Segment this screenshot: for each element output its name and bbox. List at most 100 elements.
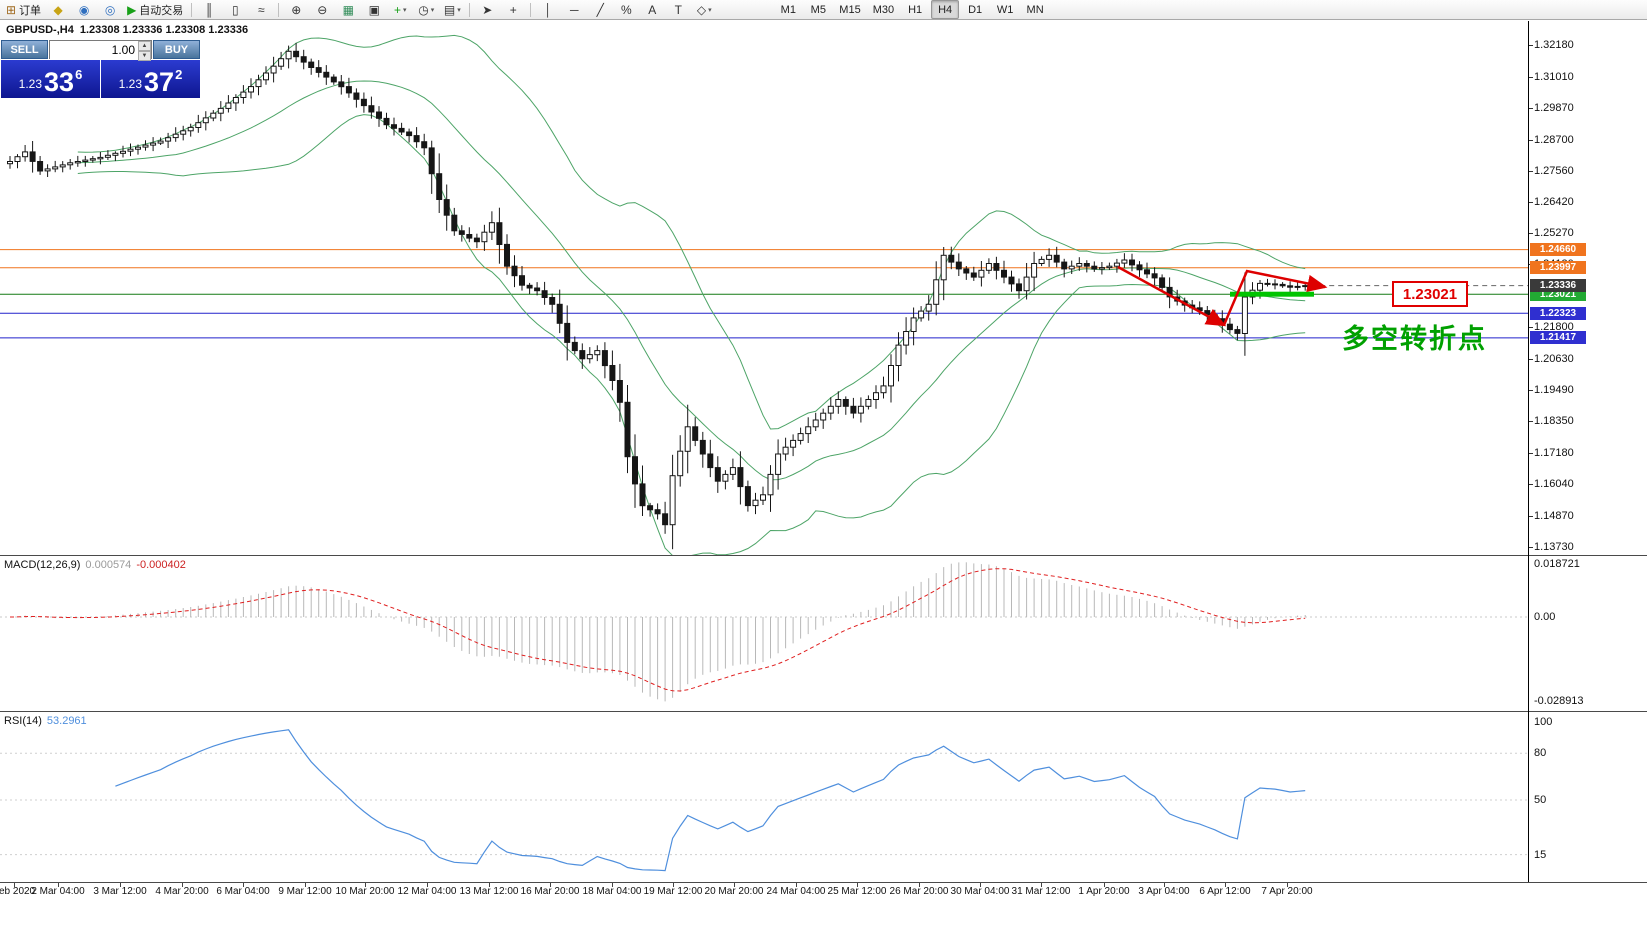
trendline-button[interactable]: ╱ (588, 0, 612, 19)
candles-chart-button[interactable]: ▯ (223, 0, 247, 19)
ohlc-values: 1.23308 1.23336 1.23308 1.23336 (79, 24, 249, 36)
template-button[interactable]: ▤ ▾ (440, 0, 464, 19)
price-tag: 1.23336 (1530, 279, 1586, 293)
timeframe-mn[interactable]: MN (1026, 3, 1044, 16)
volume-up-icon[interactable]: ▲ (138, 41, 151, 51)
price-callout-box[interactable]: 1.23021 (1392, 281, 1468, 307)
buy-price-prefix: 1.23 (118, 77, 143, 91)
buy-price-display[interactable]: 1.23 37 2 (101, 60, 200, 98)
price-tick: 1.31010 (1534, 70, 1574, 83)
panel-splitter-macd[interactable] (0, 555, 1647, 556)
timeframe-h1[interactable]: H1 (908, 3, 923, 16)
price-tickmark (1529, 107, 1533, 109)
volume-down-icon[interactable]: ▼ (138, 51, 151, 61)
price-tick: 1.28700 (1534, 133, 1574, 146)
timeframe-h4[interactable]: H4 (931, 0, 960, 19)
chart-title: GBPUSD-,H4 1.23308 1.23336 1.23308 1.2333… (6, 24, 254, 36)
price-tag: 1.23997 (1530, 261, 1586, 275)
bars-chart-button[interactable]: ║ (197, 0, 221, 19)
sell-price-display[interactable]: 1.23 33 6 (1, 60, 100, 98)
autotrade-button[interactable]: ▶ 自动交易 (127, 2, 184, 17)
layers-icon[interactable]: ◆ (46, 0, 70, 19)
profile-icon[interactable]: ◉ (72, 0, 96, 19)
rsi-scale-100: 100 (1534, 716, 1553, 728)
price-tickmark (1529, 139, 1533, 141)
macd-scale-min: -0.028913 (1534, 695, 1584, 707)
time-tickmark (1041, 883, 1042, 887)
price-tickmark (1529, 76, 1533, 78)
price-chart-canvas[interactable] (0, 21, 1528, 555)
price-tag: 1.24660 (1530, 243, 1586, 257)
periods-button[interactable]: ◷ ▾ (414, 0, 438, 19)
time-axis-label: 4 Mar 20:00 (155, 886, 209, 897)
macd-scale-max: 0.018721 (1534, 558, 1580, 570)
time-tickmark (1225, 883, 1226, 887)
volume-input[interactable] (50, 41, 151, 59)
timeframe-d1[interactable]: D1 (968, 3, 983, 16)
timeframe-m30[interactable]: M30 (872, 3, 895, 16)
time-axis-label: 25 Mar 12:00 (827, 886, 887, 897)
timeframe-m5[interactable]: M5 (810, 3, 826, 16)
shapes-button[interactable]: ◇ ▾ (692, 0, 716, 19)
hline-button[interactable]: ─ (562, 0, 586, 19)
time-tickmark (489, 883, 490, 887)
price-tick: 1.16040 (1534, 478, 1574, 491)
zoom-in-button[interactable]: ⊕ (284, 0, 308, 19)
label-button[interactable]: T (666, 0, 690, 19)
time-axis-label: 10 Mar 20:00 (335, 886, 395, 897)
rsi-name: RSI(14) (4, 715, 42, 727)
crosshair-button[interactable]: + (501, 0, 525, 19)
price-tick: 1.21800 (1534, 321, 1574, 334)
time-axis-label: 13 Mar 12:00 (459, 886, 519, 897)
time-tickmark (365, 883, 366, 887)
time-axis-label: 20 Mar 20:00 (704, 886, 764, 897)
price-tick: 1.27560 (1534, 164, 1574, 177)
timeframe-m1[interactable]: M1 (780, 3, 796, 16)
timeframe-m15[interactable]: M15 (839, 3, 861, 16)
indicators-button[interactable]: + ▾ (388, 0, 412, 19)
rsi-scale-15: 15 (1534, 849, 1547, 861)
cursor-icon: ➤ (482, 2, 493, 17)
sell-button[interactable]: SELL (1, 40, 48, 59)
macd-signal-value: -0.000402 (136, 559, 186, 571)
toolbar-separator (530, 2, 532, 17)
buy-button[interactable]: BUY (153, 40, 200, 59)
line-chart-button[interactable]: ≈ (249, 0, 273, 19)
tile-windows-button[interactable]: ▣ (362, 0, 386, 19)
time-axis-label: 6 Mar 04:00 (216, 886, 270, 897)
timeframe-w1[interactable]: W1 (996, 3, 1014, 16)
panel-splitter-rsi[interactable] (0, 711, 1647, 712)
sell-price-prefix: 1.23 (18, 77, 43, 91)
vline-button[interactable]: │ (536, 0, 560, 19)
cursor-button[interactable]: ➤ (475, 0, 499, 19)
turning-point-label[interactable]: 多空转折点 (1342, 324, 1487, 354)
zoom-out-button[interactable]: ⊖ (310, 0, 334, 19)
price-tickmark (1529, 359, 1533, 361)
macd-canvas[interactable] (0, 556, 1528, 711)
price-tick: 1.13730 (1534, 541, 1574, 553)
chevron-down-icon: ▾ (708, 6, 712, 14)
zoom-out-icon: ⊖ (317, 2, 328, 17)
periods-icon: ◷ (418, 2, 429, 17)
grid-button[interactable]: ▦ (336, 0, 360, 19)
community-icon[interactable]: ◎ (98, 0, 122, 19)
text-button[interactable]: A (640, 0, 664, 19)
time-axis-label: 3 Mar 12:00 (93, 886, 147, 897)
trendline-icon: ╱ (596, 2, 604, 17)
grid-icon: ▦ (342, 2, 354, 17)
zoom-in-icon: ⊕ (291, 2, 302, 17)
fibo-button[interactable]: % (614, 0, 638, 19)
rsi-canvas[interactable] (0, 712, 1528, 882)
price-tag: 1.21417 (1530, 331, 1586, 345)
toolbar-separator (191, 2, 193, 17)
indicators-icon: + (394, 2, 402, 17)
rsi-header: RSI(14) 53.2961 (4, 715, 87, 727)
new-order-button[interactable]: ⊞ 订单 (6, 2, 42, 17)
candles-chart-icon: ▯ (231, 2, 239, 17)
hline-icon: ─ (570, 2, 579, 17)
time-tickmark (120, 883, 121, 887)
time-tickmark (1104, 883, 1105, 887)
price-tickmark (1529, 201, 1533, 203)
tile-windows-icon: ▣ (368, 2, 380, 17)
time-tickmark (243, 883, 244, 887)
